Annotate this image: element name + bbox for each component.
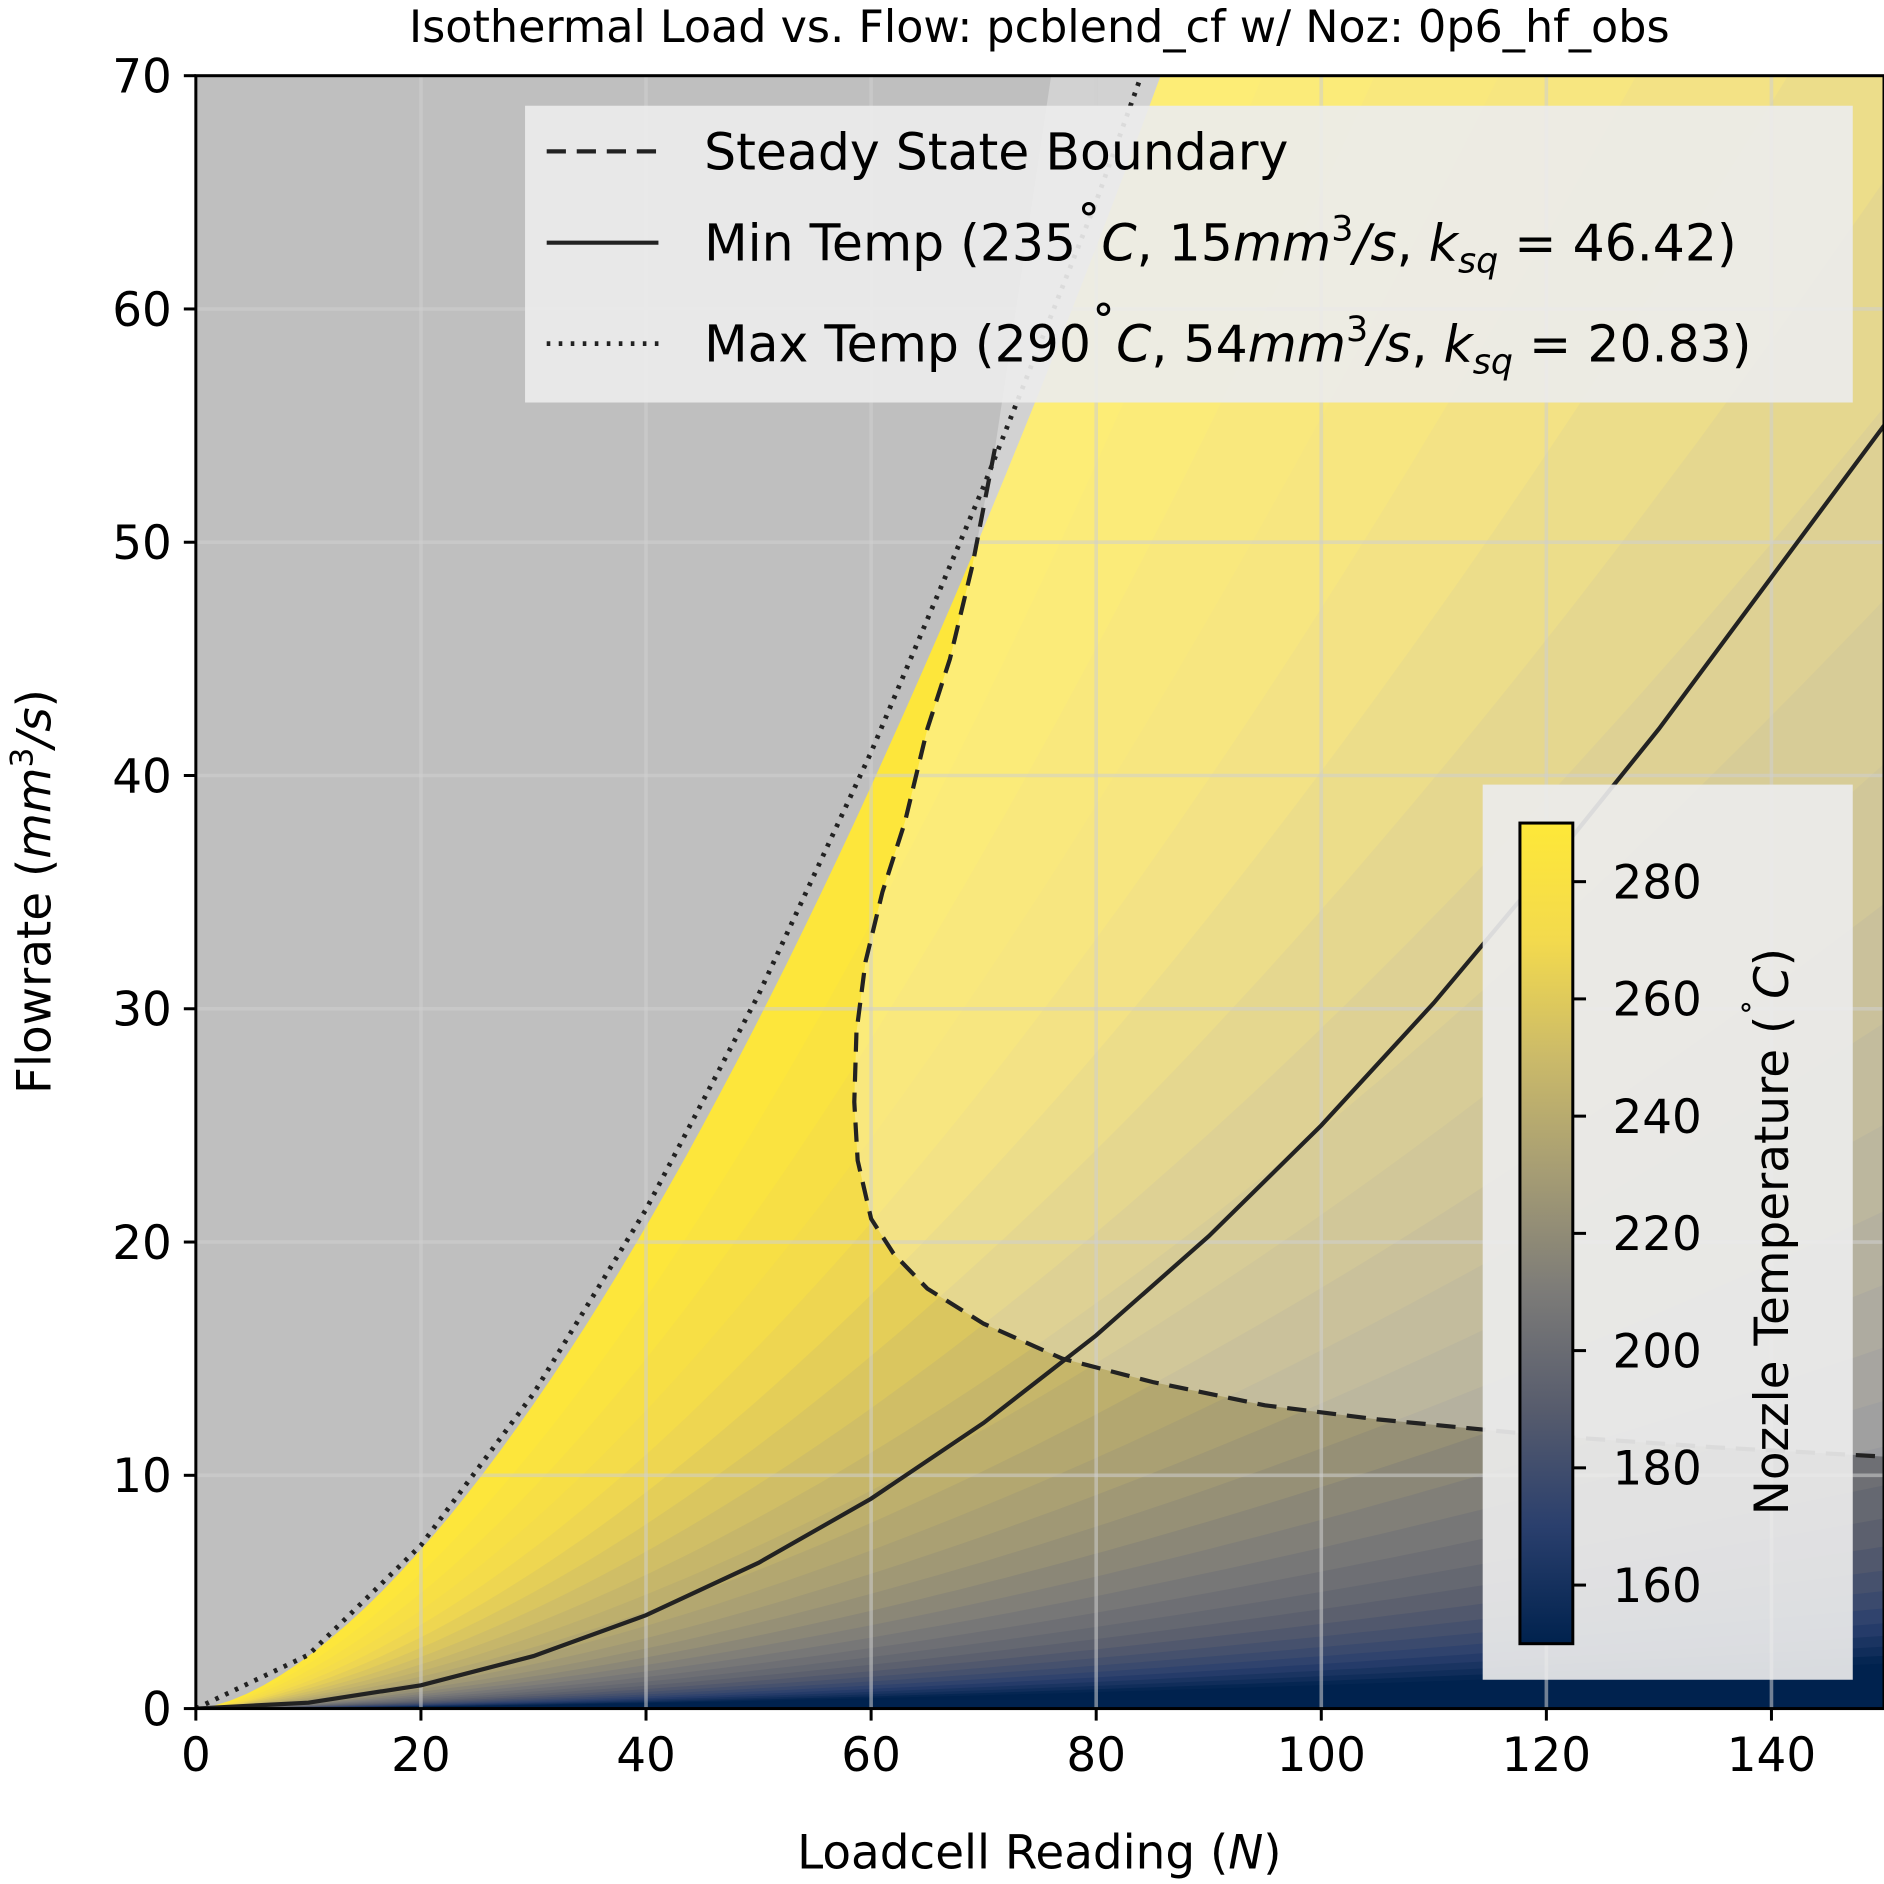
- legend-entry: Min Temp (235˚C, 15mm3/s, ksq = 46.42): [704, 199, 1737, 281]
- y-axis-label: Flowrate (mm3/s): [4, 689, 62, 1094]
- x-tick-label: 0: [181, 1729, 211, 1783]
- colorbar-tick-label: 240: [1612, 1091, 1701, 1145]
- legend-entry: Max Temp (290˚C, 54mm3/s, ksq = 20.83): [704, 300, 1751, 382]
- x-tick-label: 80: [1066, 1729, 1126, 1783]
- x-tick-label: 120: [1502, 1729, 1591, 1783]
- y-tick-label: 40: [112, 750, 172, 804]
- plot-frame: [194, 74, 1884, 1711]
- x-tick-label: 40: [616, 1729, 676, 1783]
- y-tick-label: 30: [112, 984, 172, 1038]
- y-tick-label: 0: [142, 1683, 172, 1737]
- colorbar-gradient: [1518, 821, 1575, 1646]
- y-tick-label: 20: [112, 1217, 172, 1271]
- legend-entry: Steady State Boundary: [704, 122, 1288, 181]
- chart-title: Isothermal Load vs. Flow: pcblend_cf w/ …: [409, 2, 1670, 53]
- y-tick-label: 60: [112, 284, 172, 338]
- legend: Steady State Boundary Min Temp (235˚C, 15…: [525, 105, 1853, 403]
- contour-band: [195, 1663, 1884, 1709]
- colorbar: 160 180 200 220 240 260 280 Nozzle Temperature…: [1482, 784, 1853, 1680]
- x-axis-label: Loadcell Reading (N): [797, 1826, 1282, 1880]
- colorbar-tick-label: 200: [1612, 1325, 1701, 1379]
- x-tick-label: 20: [391, 1729, 451, 1783]
- colorbar-tick-label: 180: [1612, 1443, 1701, 1497]
- colorbar-tick-label: 160: [1612, 1560, 1701, 1614]
- series-line-steady-state-boundary: [852, 448, 1884, 1459]
- y-tick-label: 50: [112, 517, 172, 571]
- colorbar-label: Nozzle Temperature (˚C): [1740, 948, 1800, 1515]
- y-tick-label: 70: [112, 51, 172, 105]
- axes: 0 20 40 60 80 100 120 140 0 10 20 30 40 50 60 70: [112, 51, 1816, 1784]
- x-tick-label: 100: [1277, 1729, 1366, 1783]
- temperature-contours: [195, 75, 1884, 1709]
- colorbar-tick-label: 220: [1612, 1208, 1701, 1262]
- x-tick-label: 60: [841, 1729, 901, 1783]
- x-tick-label: 140: [1727, 1729, 1816, 1783]
- colorbar-tick-label: 260: [1612, 974, 1701, 1028]
- y-tick-label: 10: [112, 1450, 172, 1504]
- colorbar-tick-label: 280: [1612, 856, 1701, 910]
